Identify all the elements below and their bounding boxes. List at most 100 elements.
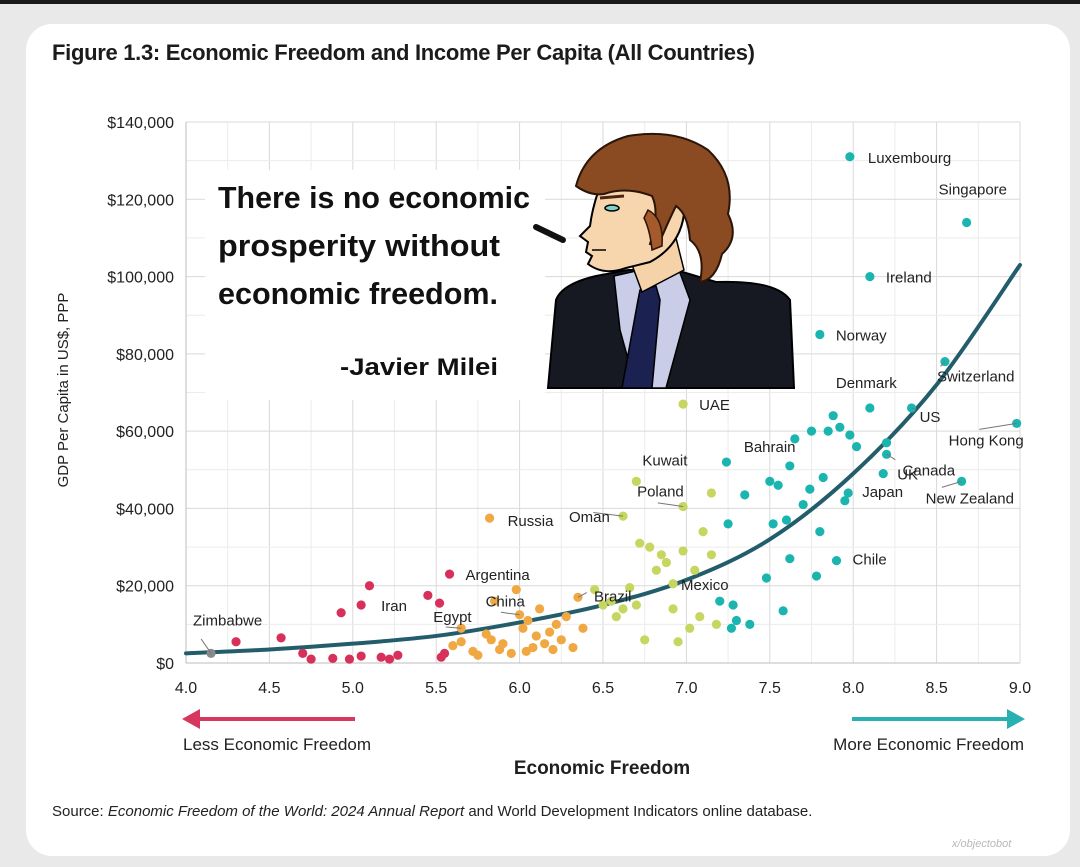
point-label: Oman (569, 509, 610, 526)
data-point (276, 633, 286, 643)
labeled-point (356, 600, 366, 610)
labeled-point (843, 488, 853, 498)
data-point (768, 519, 778, 529)
data-point (336, 608, 346, 618)
point-label: Argentina (466, 567, 531, 584)
source-suffix: and World Development Indicators online … (464, 803, 813, 820)
data-point (606, 596, 616, 606)
y-axis-label: GDP Per Capita in US$, PPP (55, 293, 72, 488)
data-point (835, 422, 845, 432)
data-point (645, 542, 655, 552)
data-point (698, 527, 708, 537)
data-point (673, 637, 683, 647)
data-point (723, 519, 733, 529)
x-tick-label: 5.0 (342, 680, 364, 697)
y-tick-label: $20,000 (116, 579, 174, 596)
data-point (364, 581, 375, 591)
data-point (823, 426, 833, 436)
data-point (598, 600, 608, 610)
y-tick-label: $100,000 (107, 270, 174, 287)
labeled-point (631, 476, 641, 486)
data-point (531, 631, 541, 641)
data-point (384, 654, 395, 664)
watermark-credit: x/objectobot (952, 838, 1012, 850)
data-point (506, 648, 516, 658)
data-point (798, 499, 808, 510)
data-point (695, 612, 705, 622)
data-point (721, 457, 732, 467)
data-point (344, 654, 355, 664)
data-point (540, 639, 550, 649)
data-point (306, 654, 316, 664)
y-tick-label: $40,000 (116, 501, 174, 518)
point-label: Switzerland (937, 369, 1015, 386)
data-point (393, 650, 403, 660)
labeled-point (678, 501, 688, 512)
label-leader (577, 592, 588, 598)
data-point (448, 641, 458, 651)
label-leader (941, 480, 962, 488)
less-freedom-label: Less Economic Freedom (183, 735, 371, 754)
less-freedom-arrow (182, 709, 355, 729)
data-point (668, 604, 678, 614)
point-label: Egypt (433, 609, 472, 626)
x-tick-label: 9.0 (1009, 680, 1031, 697)
quote-line-2: prosperity without (218, 228, 500, 263)
data-point (511, 584, 521, 595)
x-axis-label: Economic Freedom (514, 758, 690, 779)
data-point (523, 615, 533, 626)
point-label: Mexico (681, 577, 729, 594)
data-point (828, 411, 838, 421)
x-tick-label: 6.0 (508, 680, 530, 697)
point-label: UK (897, 467, 918, 484)
labeled-point (865, 403, 875, 413)
data-point (625, 583, 635, 593)
labeled-point (668, 579, 678, 589)
data-point (611, 612, 621, 622)
label-leader (657, 502, 684, 507)
portrait-eye (604, 204, 620, 212)
x-tick-label: 4.5 (258, 680, 280, 697)
trend-line (184, 262, 1022, 656)
labeled-point (865, 271, 875, 282)
data-point (298, 648, 308, 658)
point-label: Canada (903, 462, 956, 479)
y-tick-label: $60,000 (116, 424, 174, 441)
point-label: Japan (862, 484, 903, 501)
data-point (661, 557, 671, 568)
data-point (765, 476, 775, 486)
portrait-brow (599, 194, 625, 200)
label-leader (593, 512, 624, 517)
y-tick-label: $140,000 (107, 115, 174, 132)
data-point (656, 550, 666, 560)
point-label: Ireland (886, 270, 932, 287)
labeled-point (962, 217, 972, 228)
data-point (715, 596, 725, 606)
data-point (845, 430, 855, 440)
data-point (726, 623, 737, 633)
data-point (376, 652, 386, 662)
data-point (518, 623, 528, 633)
data-point (805, 484, 815, 494)
labeled-point (831, 555, 842, 566)
point-label: Brazil (594, 588, 632, 605)
x-tick-label: 7.5 (759, 680, 781, 697)
data-point (706, 488, 717, 498)
data-point (773, 480, 783, 490)
quote-background (205, 170, 545, 400)
data-point (840, 496, 850, 506)
data-point (548, 644, 558, 655)
point-label: Russia (508, 513, 555, 530)
source-prefix: Source: (52, 803, 108, 820)
y-tick-label: $120,000 (107, 192, 174, 209)
source-note: Source: Economic Freedom of the World: 2… (52, 803, 812, 820)
label-leader (979, 422, 1017, 430)
figure-title: Figure 1.3: Economic Freedom and Income … (52, 40, 755, 65)
data-point (881, 438, 892, 448)
data-point (578, 623, 588, 633)
point-label: Chile (853, 552, 887, 569)
data-point (535, 604, 545, 614)
quote-block: There is no economic prosperity without … (205, 170, 566, 400)
data-point (811, 571, 822, 581)
point-label: Norway (836, 328, 887, 345)
